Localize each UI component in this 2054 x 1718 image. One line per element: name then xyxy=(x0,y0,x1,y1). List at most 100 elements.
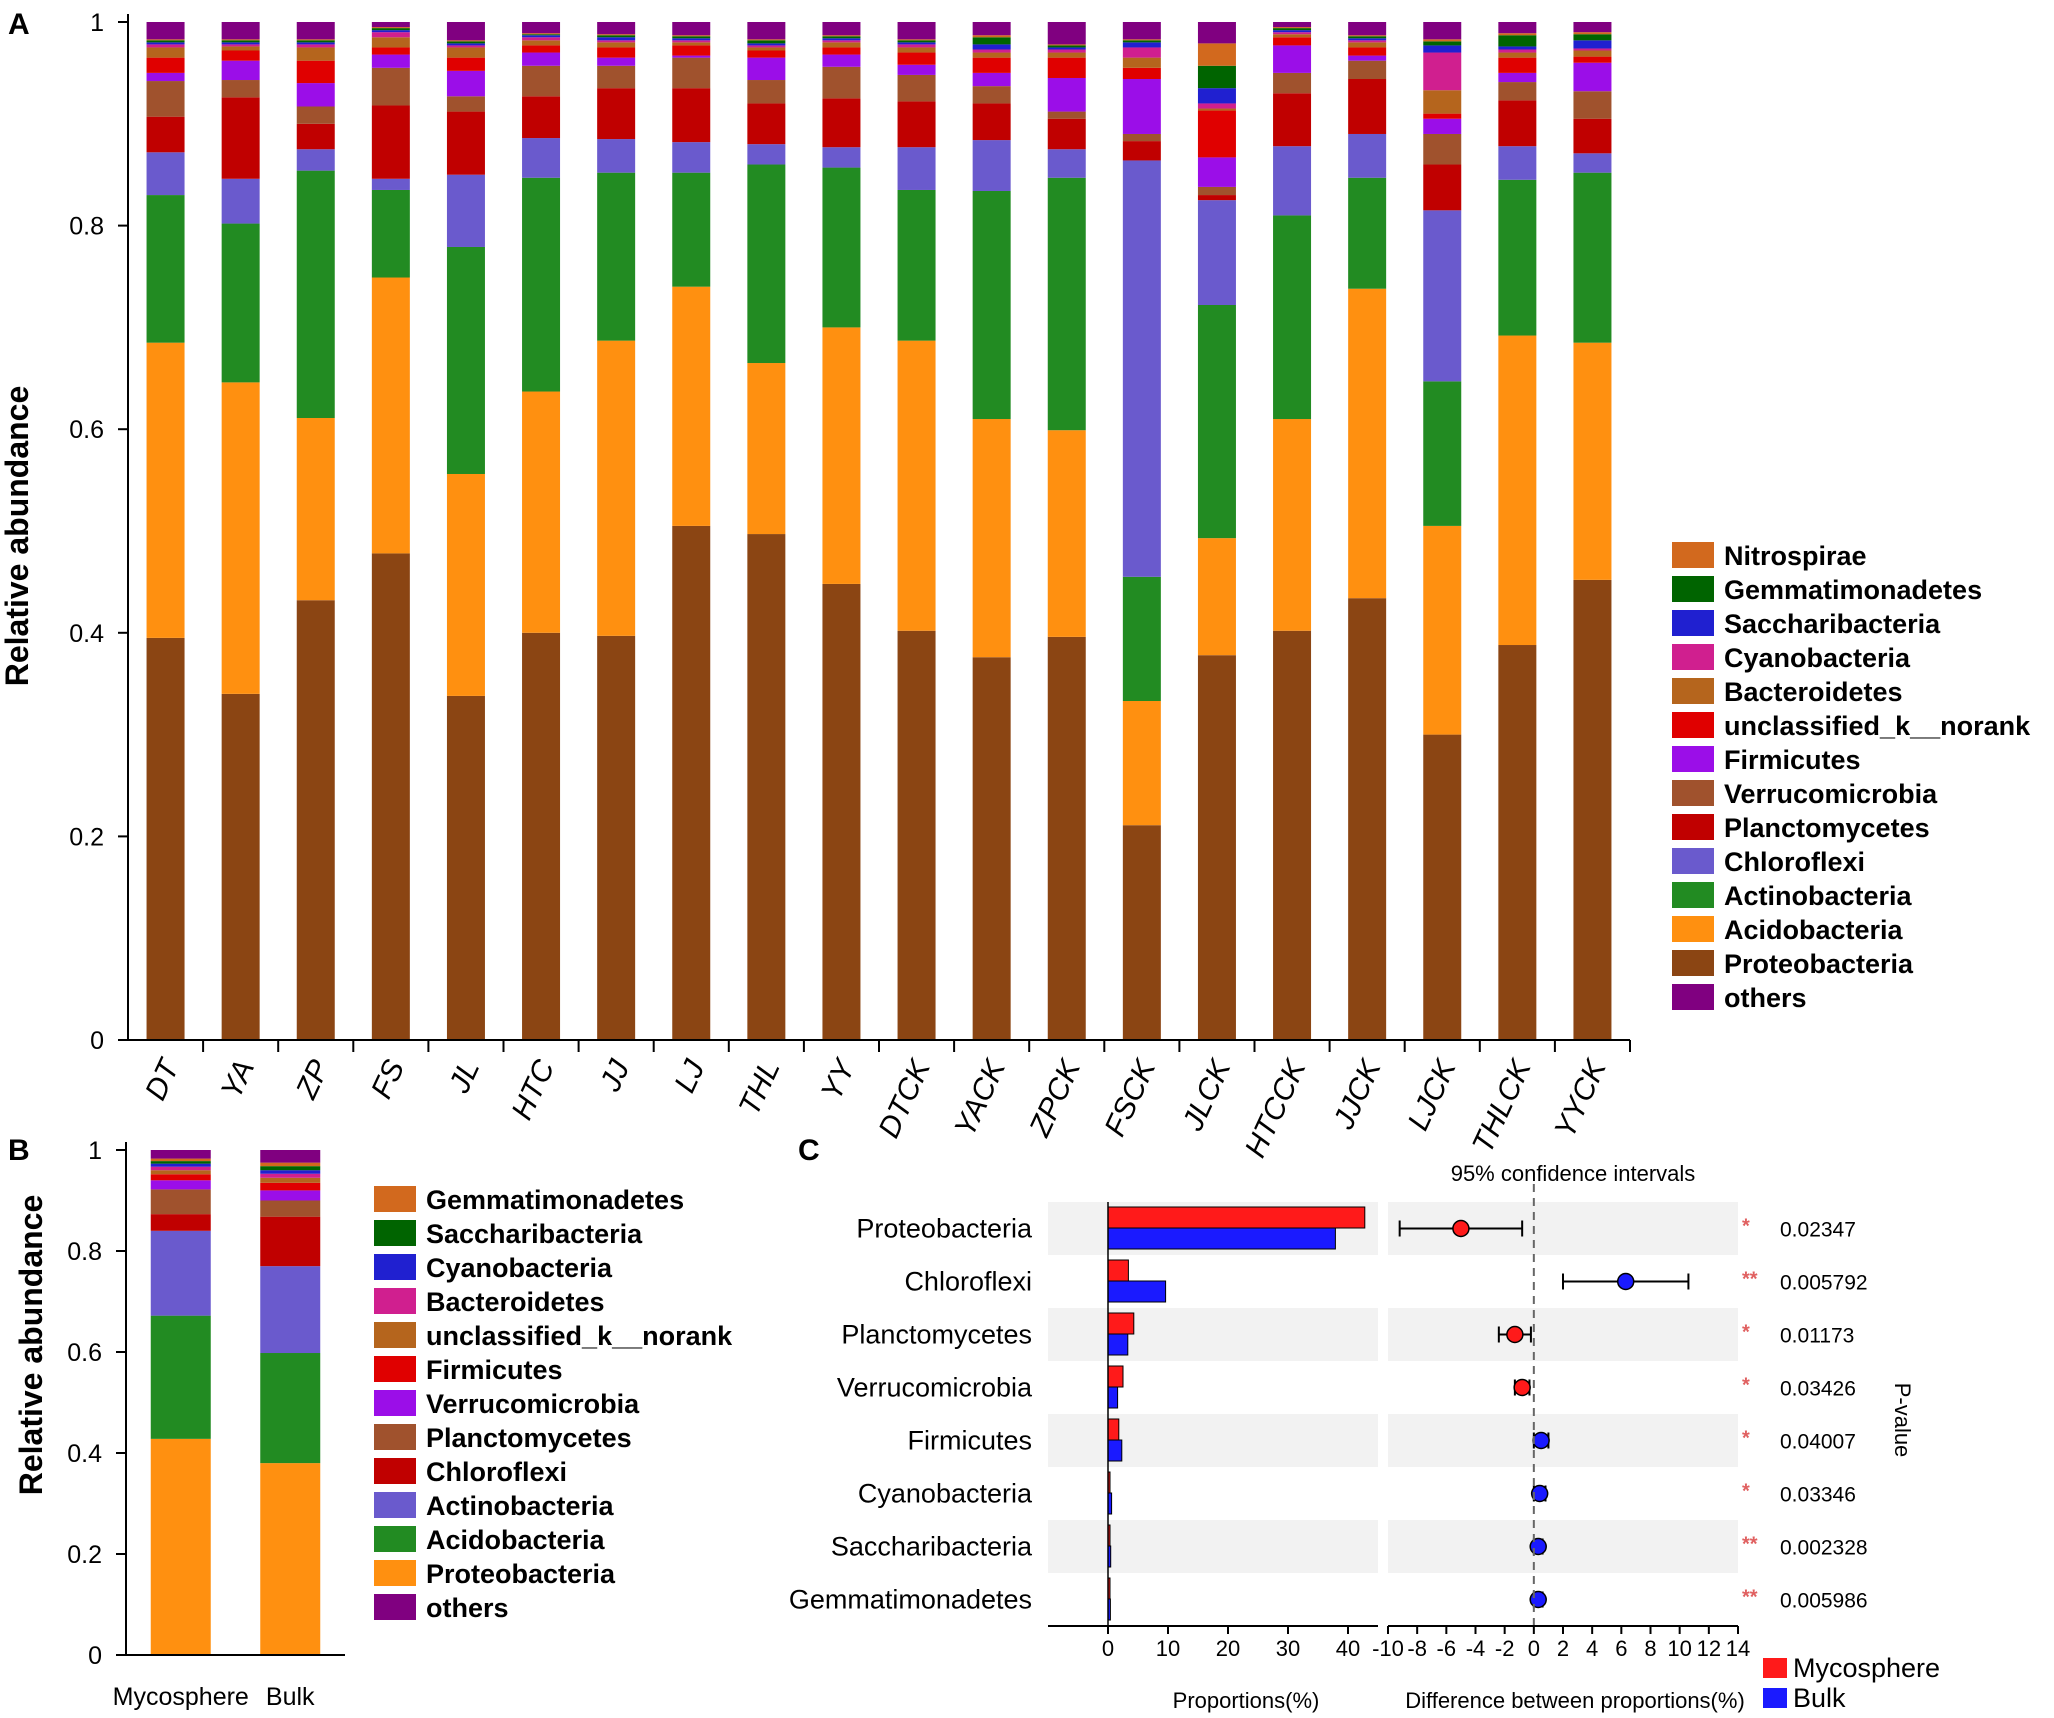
panel-c-difference-plot: 95% confidence intervals Proteobacteria *… xyxy=(789,1161,1940,1713)
panel-a-bar-fsck-others xyxy=(1122,22,1161,40)
panel-a-x-label-yyck: YYCK xyxy=(1548,1053,1613,1143)
panel-a-bar-yy-gemmatimonadetes xyxy=(822,36,861,39)
panel-a-legend-label-proteobacteria: Proteobacteria xyxy=(1724,949,1914,979)
panel-b-y-axis-title: Relative abundance xyxy=(13,1195,49,1496)
panel-a-bar-yy-nitrospirae xyxy=(822,35,861,37)
panel-a-bar-zpck-others xyxy=(1047,22,1086,45)
panel-a-bar-jlck-saccharibacteria xyxy=(1197,88,1236,104)
panel-a-bar-fs-others xyxy=(371,22,410,28)
panel-a-bar-ya-chloroflexi xyxy=(221,178,260,224)
panel-a-legend-swatch-firmicutes xyxy=(1672,746,1714,772)
panel-c-proportion-tick-label: 30 xyxy=(1276,1636,1300,1661)
panel-b-legend-swatch-others xyxy=(374,1594,416,1620)
panel-a-x-label-zpck: ZPCK xyxy=(1023,1053,1088,1142)
panel-a-bar-yyck-firmicutes xyxy=(1573,62,1612,92)
panel-a-legend-swatch-others xyxy=(1672,984,1714,1010)
panel-a-bar-lj-chloroflexi xyxy=(672,142,711,173)
panel-a-bar-jlck-gemmatimonadetes xyxy=(1197,65,1236,89)
panel-a-bar-dtck-nitrospirae xyxy=(897,39,936,41)
panel-c-category-chloroflexi: Chloroflexi xyxy=(904,1267,1032,1297)
panel-c-category-gemmatimonadetes: Gemmatimonadetes xyxy=(789,1585,1032,1615)
panel-a-bar-fs-gemmatimonadetes xyxy=(371,28,410,31)
panel-a-bar-jj-actinobacteria xyxy=(597,172,636,341)
panel-a-bar-fs-acidobacteria xyxy=(371,277,410,554)
panel-a-bar-ljck-bacteroidetes xyxy=(1423,90,1462,114)
panel-a-bar-dt-firmicutes xyxy=(146,72,185,82)
panel-c-category-verrucomicrobia: Verrucomicrobia xyxy=(837,1373,1033,1403)
panel-a-bar-fsck-cyanobacteria xyxy=(1122,47,1161,58)
panel-b-bar-mycosphere-firmicutes xyxy=(150,1174,211,1181)
panel-a-bar-thl-cyanobacteria xyxy=(747,45,786,48)
panel-a-bar-zp-cyanobacteria xyxy=(296,44,335,48)
panel-a-x-label-htc: HTC xyxy=(505,1055,561,1125)
panel-c-row-stripe-left xyxy=(1048,1520,1378,1573)
panel-a-bar-jj-verrucomicrobia xyxy=(597,65,636,89)
panel-c-p-value-title: P-value xyxy=(1890,1383,1915,1458)
panel-c-difference-tick-label: 10 xyxy=(1667,1636,1691,1661)
panel-c-proportion-tick-label: 20 xyxy=(1216,1636,1240,1661)
panel-a-bar-yy-proteobacteria xyxy=(822,583,861,1040)
panel-a-legend-label-acidobacteria: Acidobacteria xyxy=(1724,915,1904,945)
panel-b-bar-bulk-unclassified-k-norank xyxy=(260,1177,321,1183)
panel-c-bar-proteobacteria-mycosphere xyxy=(1107,1206,1366,1229)
panel-a-bar-ya-others xyxy=(221,22,260,40)
panel-a-bar-fsck-planctomycetes xyxy=(1122,141,1161,161)
panel-a-bar-ljck-saccharibacteria xyxy=(1423,45,1462,53)
panel-a-y-tick-label: 0.2 xyxy=(69,823,104,851)
panel-a-bar-thl-acidobacteria xyxy=(747,363,786,535)
panel-a-bar-thl-verrucomicrobia xyxy=(747,80,786,104)
panel-a-bar-jjck-gemmatimonadetes xyxy=(1348,36,1387,39)
panel-a-legend-swatch-saccharibacteria xyxy=(1672,610,1714,636)
panel-b-legend-swatch-acidobacteria xyxy=(374,1526,416,1552)
panel-a-bar-fs-verrucomicrobia xyxy=(371,67,410,106)
panel-a-bar-htcck-saccharibacteria xyxy=(1273,30,1312,33)
panel-a-bar-fs-planctomycetes xyxy=(371,105,410,179)
panel-a-bar-jl-cyanobacteria xyxy=(446,45,485,48)
panel-a-bar-fs-proteobacteria xyxy=(371,553,410,1040)
panel-a-bar-ljck-others xyxy=(1423,22,1462,40)
panel-a-bar-jj-planctomycetes xyxy=(597,88,636,140)
panel-a-bar-htc-gemmatimonadetes xyxy=(522,34,561,36)
panel-a-bar-dt-actinobacteria xyxy=(146,195,185,343)
panel-a-bar-ya-proteobacteria xyxy=(221,693,260,1040)
panel-a-legend-label-firmicutes: Firmicutes xyxy=(1724,745,1861,775)
panel-c-category-planctomycetes: Planctomycetes xyxy=(841,1320,1032,1350)
panel-a-bar-htc-unclassified-k-norank xyxy=(522,45,561,53)
panel-a-bar-zpck-proteobacteria xyxy=(1047,636,1086,1040)
panel-a-bar-jlck-bacteroidetes xyxy=(1197,108,1236,111)
panel-a-bar-yy-others xyxy=(822,22,861,36)
panel-c-proportion-tick-label: 10 xyxy=(1156,1636,1180,1661)
panel-b-legend-swatch-chloroflexi xyxy=(374,1458,416,1484)
panel-label-a: A xyxy=(8,8,30,41)
panel-c-difference-point-saccharibacteria xyxy=(1529,1537,1547,1556)
panel-a-x-label-yy: YY xyxy=(815,1053,863,1105)
panel-a-bar-zp-chloroflexi xyxy=(296,149,335,171)
panel-a-bar-fsck-chloroflexi xyxy=(1122,160,1161,577)
panel-a-bar-jlck-unclassified-k-norank xyxy=(1197,110,1236,158)
panel-a-bar-zpck-chloroflexi xyxy=(1047,149,1086,178)
panel-a-bar-fs-unclassified-k-norank xyxy=(371,47,410,55)
panel-a-bar-jlck-others xyxy=(1197,22,1236,44)
panel-b-bar-bulk-cyanobacteria xyxy=(260,1170,321,1174)
panel-a-bar-thl-saccharibacteria xyxy=(747,43,786,46)
panel-b-legend-label-firmicutes: Firmicutes xyxy=(426,1355,563,1385)
panel-c-significance-planctomycetes: * xyxy=(1742,1322,1750,1344)
panel-a-bar-jjck-cyanobacteria xyxy=(1348,40,1387,43)
panel-a-legend-swatch-acidobacteria xyxy=(1672,916,1714,942)
panel-b-y-tick-label: 0.2 xyxy=(67,1541,102,1569)
panel-a-y-tick-label: 0 xyxy=(90,1027,104,1055)
panel-a-bar-thl-actinobacteria xyxy=(747,164,786,364)
panel-a-bar-zp-planctomycetes xyxy=(296,123,335,150)
panel-a-legend-label-bacteroidetes: Bacteroidetes xyxy=(1724,677,1903,707)
panel-a-bar-fsck-bacteroidetes xyxy=(1122,57,1161,68)
panel-a-bar-jj-nitrospirae xyxy=(597,34,636,36)
panel-a-legend-swatch-verrucomicrobia xyxy=(1672,780,1714,806)
panel-a-x-label-jj: JJ xyxy=(593,1054,636,1097)
panel-a-bar-yy-verrucomicrobia xyxy=(822,66,861,99)
panel-a-bar-lj-bacteroidetes xyxy=(672,42,711,46)
panel-a-bar-htcck-cyanobacteria xyxy=(1273,32,1312,35)
panel-a-bar-ljck-cyanobacteria xyxy=(1423,52,1462,91)
panel-a-bar-ya-saccharibacteria xyxy=(221,42,260,45)
panel-a-bar-yack-saccharibacteria xyxy=(972,44,1011,50)
